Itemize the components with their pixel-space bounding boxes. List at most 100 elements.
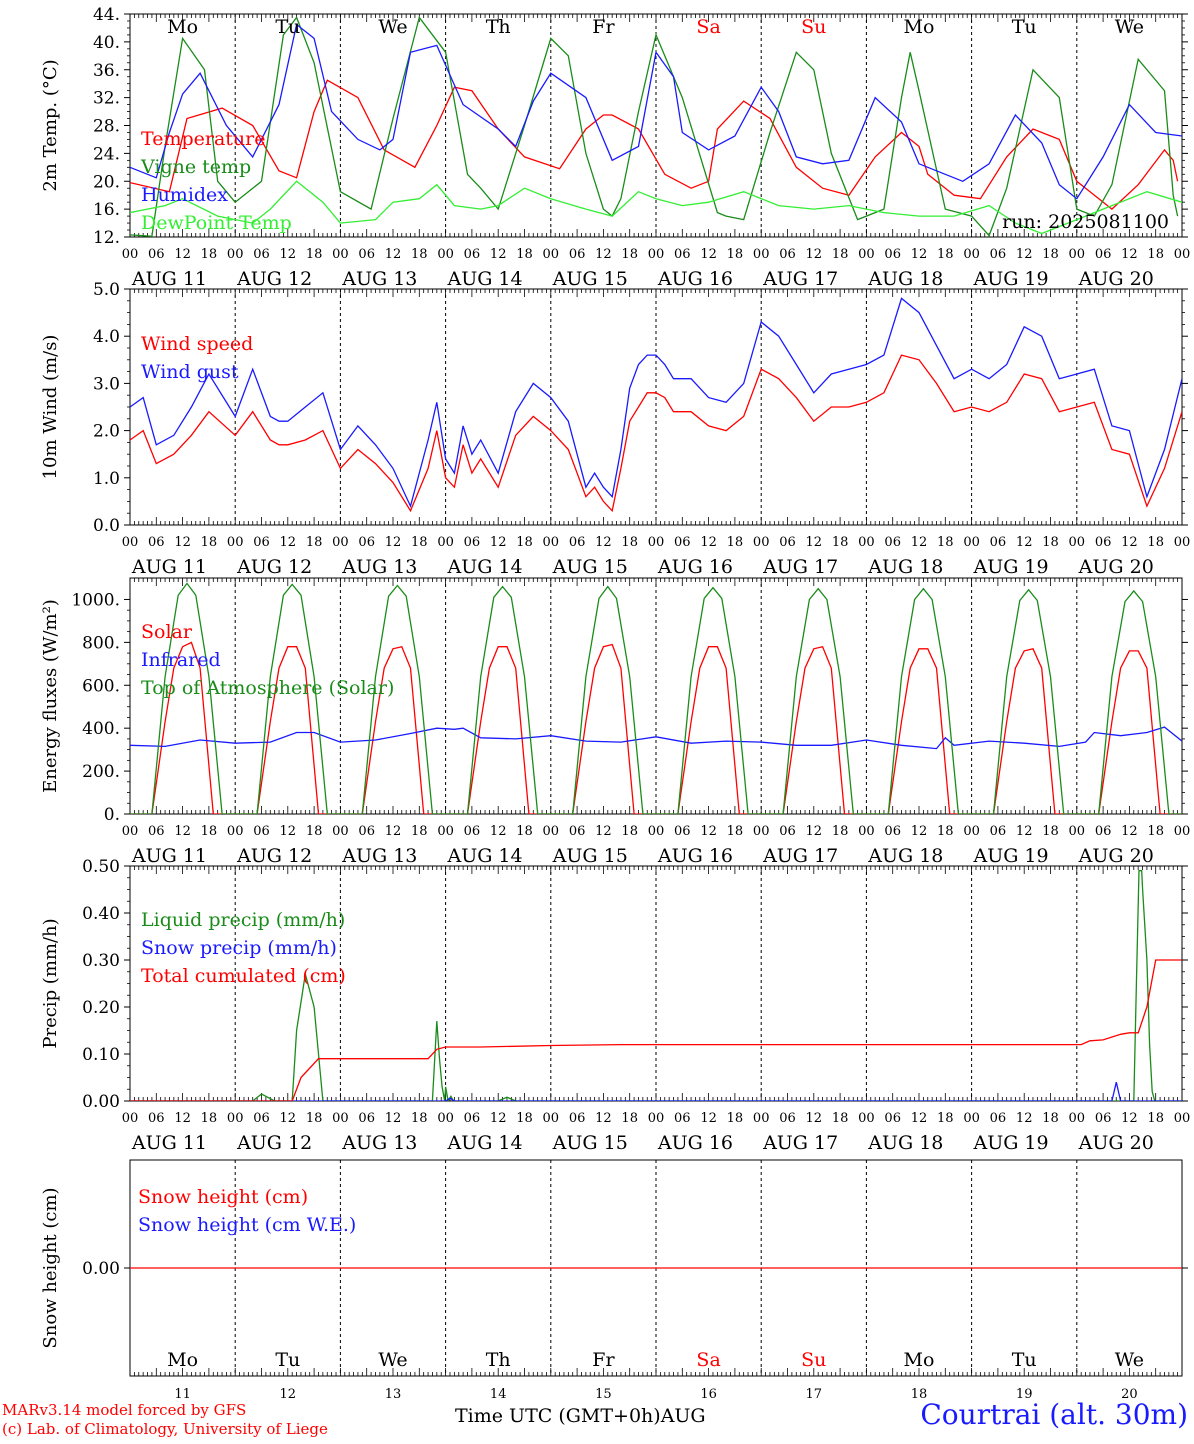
date-label: AUG 13	[341, 268, 417, 290]
weekday-label: Fr	[592, 16, 615, 38]
y-tick-label: 0.0	[93, 516, 120, 536]
date-label: AUG 14	[446, 845, 522, 867]
date-label: AUG 18	[867, 268, 943, 290]
date-label: AUG 19	[972, 556, 1048, 578]
y-tick-label: 0.00	[82, 1259, 120, 1279]
date-label: AUG 16	[657, 556, 733, 578]
hour-label: 06	[569, 1111, 586, 1126]
hour-label: 18	[411, 247, 428, 262]
date-label: AUG 19	[972, 1132, 1048, 1154]
hour-label: 00	[122, 824, 139, 839]
date-label: AUG 11	[131, 1132, 207, 1154]
y-tick-label: 28.	[93, 117, 120, 137]
date-label: AUG 17	[762, 1132, 838, 1154]
weekday-label: Tu	[1012, 16, 1037, 38]
y-tick-label: 800.	[82, 633, 120, 653]
date-label: AUG 20	[1078, 268, 1154, 290]
hour-label: 12	[174, 824, 191, 839]
hour-label: 18	[832, 824, 849, 839]
legend-label: Snow height (cm)	[138, 1186, 308, 1208]
hour-label: 06	[884, 824, 901, 839]
day-number-label: 11	[174, 1387, 191, 1402]
hour-label: 18	[1042, 247, 1059, 262]
hour-label: 00	[858, 1111, 875, 1126]
hour-label: 06	[674, 535, 691, 550]
hour-label: 00	[543, 824, 560, 839]
hour-label: 18	[937, 535, 954, 550]
hour-label: 12	[385, 1111, 402, 1126]
y-tick-label: 16.	[93, 200, 120, 220]
day-number-label: 17	[806, 1387, 823, 1402]
date-label: AUG 11	[131, 556, 207, 578]
hour-label: 06	[253, 247, 270, 262]
hour-label: 06	[148, 247, 165, 262]
hour-label: 06	[464, 535, 481, 550]
hour-label: 00	[648, 535, 665, 550]
hour-label: 00	[753, 247, 770, 262]
hour-label: 06	[1095, 535, 1112, 550]
plot-frame	[129, 13, 1183, 238]
hour-label: 00	[227, 1111, 244, 1126]
hour-label: 00	[122, 247, 139, 262]
hour-label: 12	[911, 1111, 928, 1126]
hour-label: 18	[1147, 247, 1164, 262]
series-line	[130, 180, 1182, 235]
hour-label: 06	[569, 824, 586, 839]
date-label: AUG 17	[762, 845, 838, 867]
series-line	[130, 297, 1182, 509]
legend-label: Liquid precip (mm/h)	[141, 909, 345, 931]
hour-label: 18	[1147, 535, 1164, 550]
date-label: AUG 20	[1078, 845, 1154, 867]
series-line	[130, 354, 1182, 513]
hour-label: 06	[358, 535, 375, 550]
date-label: AUG 18	[867, 556, 943, 578]
hour-label: 12	[174, 247, 191, 262]
series-line	[130, 726, 1182, 750]
hour-label: 18	[937, 1111, 954, 1126]
hour-label: 18	[621, 247, 638, 262]
hour-label: 00	[543, 1111, 560, 1126]
hour-label: 06	[253, 535, 270, 550]
hour-label: 12	[1121, 824, 1138, 839]
date-label: AUG 17	[762, 268, 838, 290]
hour-label: 00	[543, 535, 560, 550]
hour-label: 12	[1016, 824, 1033, 839]
y-tick-label: 0.10	[82, 1045, 120, 1065]
hour-label: 06	[990, 1111, 1007, 1126]
hour-label: 12	[1016, 1111, 1033, 1126]
hour-label: 00	[437, 535, 454, 550]
hour-label: 18	[201, 535, 218, 550]
hour-label: 00	[753, 824, 770, 839]
chart-panel-5: 0.00 Snow height (cm) Snow height (cm) Snow…	[40, 1159, 1188, 1402]
hour-label: 00	[1174, 824, 1191, 839]
hour-label: 00	[1174, 1111, 1191, 1126]
hour-label: 06	[884, 1111, 901, 1126]
hour-label: 06	[569, 247, 586, 262]
hour-label: 12	[490, 1111, 507, 1126]
hour-label: 12	[595, 535, 612, 550]
hour-label: 18	[621, 824, 638, 839]
hour-label: 06	[1095, 247, 1112, 262]
hour-label: 12	[385, 824, 402, 839]
y-tick-label: 200.	[82, 762, 120, 782]
series-line	[130, 23, 1182, 200]
hour-label: 18	[727, 1111, 744, 1126]
hour-label: 12	[1016, 247, 1033, 262]
hour-label: 06	[884, 247, 901, 262]
date-label: AUG 11	[131, 845, 207, 867]
series-line	[130, 79, 1179, 210]
hour-label: 06	[358, 824, 375, 839]
hour-label: 18	[621, 535, 638, 550]
hour-label: 18	[1042, 824, 1059, 839]
date-label: AUG 15	[552, 845, 628, 867]
date-label: AUG 19	[972, 268, 1048, 290]
hour-label: 18	[306, 535, 323, 550]
hour-label: 00	[753, 535, 770, 550]
hour-label: 12	[280, 824, 297, 839]
hour-label: 06	[253, 1111, 270, 1126]
hour-label: 12	[1121, 247, 1138, 262]
hour-label: 12	[911, 247, 928, 262]
hour-label: 06	[990, 535, 1007, 550]
y-tick-label: 1000.	[71, 590, 120, 610]
hour-label: 00	[648, 1111, 665, 1126]
